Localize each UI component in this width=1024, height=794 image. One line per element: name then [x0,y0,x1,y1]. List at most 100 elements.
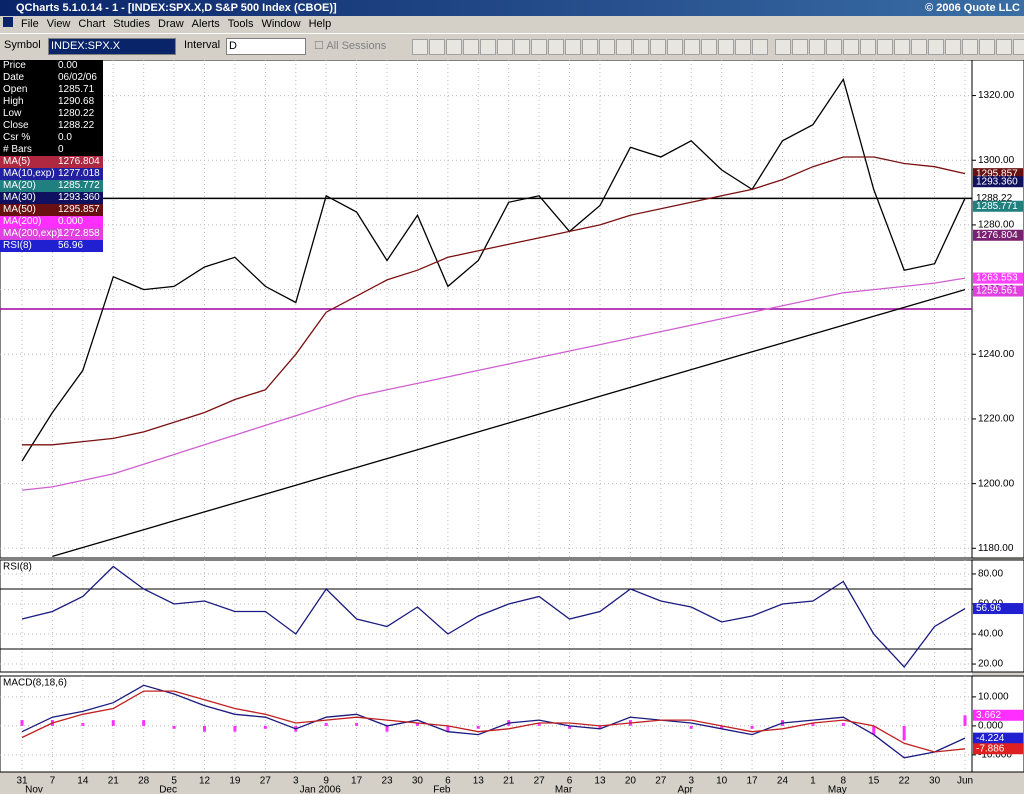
tool-button[interactable] [548,39,564,55]
tool-button[interactable] [684,39,700,55]
value-marker-label: 1285.771 [976,201,1018,212]
x-tick-label: 23 [381,776,393,787]
menu-item[interactable]: Window [261,18,301,30]
tool-button[interactable] [514,39,530,55]
tool-button[interactable] [599,39,615,55]
histogram-bar [233,725,237,732]
tool-button[interactable] [650,39,666,55]
x-tick-label: 30 [412,776,424,787]
menu-item[interactable]: Help [308,18,332,30]
tool-button[interactable] [531,39,547,55]
data-value: 1276.804 [58,156,100,167]
histogram-bar [446,725,450,732]
interval-combo[interactable]: D [226,38,306,55]
histogram-bar [111,720,115,726]
value-marker [973,743,1023,755]
menu-item[interactable]: View [46,18,71,30]
x-tick-label: 8 [841,776,847,787]
histogram-bar [355,722,359,726]
menu-item[interactable]: Alerts [191,18,220,30]
tool-button[interactable] [429,39,445,55]
x-tick-label: 3 [293,776,299,787]
value-marker-label: 56.96 [976,603,1001,614]
x-tick-label: 5 [171,776,177,787]
tool-button[interactable] [792,39,808,55]
y-tick-label: 1200.00 [978,478,1015,489]
symbol-combo[interactable]: INDEX:SPX.X [48,38,176,55]
tool-button[interactable] [752,39,768,55]
data-row: MA(200) 0.000 [0,216,103,228]
data-value: 1293.360 [58,192,100,203]
data-row: RSI(8) 56.96 [0,240,103,252]
tool-button[interactable] [962,39,978,55]
sessions-checkbox[interactable]: ☐ All Sessions [314,40,387,52]
y-tick-label: 1180.00 [978,543,1014,554]
tool-button[interactable] [735,39,751,55]
series-line [21,277,966,491]
menu-item[interactable]: Tools [227,18,254,30]
tool-button[interactable] [979,39,995,55]
copyright: © 2006 Quote LLC [925,2,1020,14]
tool-button[interactable] [582,39,598,55]
toolbar: Symbol INDEX:SPX.X Interval D ☐ All Sess… [0,33,1024,61]
data-row: # Bars 0 [0,144,103,156]
y-tick-label: 10.000 [978,692,1009,703]
menu-item[interactable]: File [21,18,39,30]
tool-button[interactable] [412,39,428,55]
tool-button[interactable] [894,39,910,55]
tool-button[interactable] [877,39,893,55]
tool-button[interactable] [701,39,717,55]
tool-button[interactable] [667,39,683,55]
app-icon [3,17,13,27]
tool-button[interactable] [860,39,876,55]
tool-button[interactable] [928,39,944,55]
histogram-bar [20,720,24,726]
data-label: MA(10,exp) [3,168,55,179]
tool-button[interactable] [843,39,859,55]
panel-title: MACD(8,18,6) [3,678,67,689]
tool-button[interactable] [463,39,479,55]
y-tick-label: 1300.00 [978,155,1015,166]
menu-item[interactable]: Draw [158,18,184,30]
tool-button[interactable] [480,39,496,55]
histogram-bar [811,722,815,726]
x-tick-label: 15 [868,776,880,787]
tool-button[interactable] [565,39,581,55]
data-row: Close 1288.22 [0,120,103,132]
data-label: MA(200,exp) [3,228,61,239]
data-row: Csr % 0.0 [0,132,103,144]
tool-button[interactable] [718,39,734,55]
x-tick-label: 31 [16,776,28,787]
tool-button[interactable] [826,39,842,55]
histogram-bar [81,722,85,726]
y-tick-label: 1220.00 [978,414,1015,425]
x-tick-label: 12 [199,776,211,787]
tool-button[interactable] [996,39,1012,55]
tool-button[interactable] [446,39,462,55]
histogram-bar [720,725,724,729]
histogram-bar [963,715,967,726]
tool-button[interactable] [945,39,961,55]
tool-button[interactable] [633,39,649,55]
data-row: Low 1280.22 [0,108,103,120]
tool-button[interactable] [616,39,632,55]
y-tick-label: 80.00 [978,569,1003,580]
value-marker [973,272,1023,284]
x-tick-label: 6 [445,776,451,787]
menu-item[interactable]: Studies [113,18,150,30]
histogram-bar [568,725,572,729]
tool-button[interactable] [497,39,513,55]
menu-item[interactable]: Chart [78,18,106,30]
value-marker [973,168,1023,180]
x-tick-label: 27 [260,776,272,787]
tool-button[interactable] [911,39,927,55]
tool-button[interactable] [1013,39,1024,55]
histogram-bar [841,722,845,726]
tool-button[interactable] [775,39,791,55]
y-tick-label: 1320.00 [978,90,1015,101]
data-value: 1272.858 [58,228,100,239]
x-tick-label: 17 [351,776,363,787]
tool-button[interactable] [809,39,825,55]
axis-background [971,60,1024,559]
histogram-bar [598,725,602,729]
